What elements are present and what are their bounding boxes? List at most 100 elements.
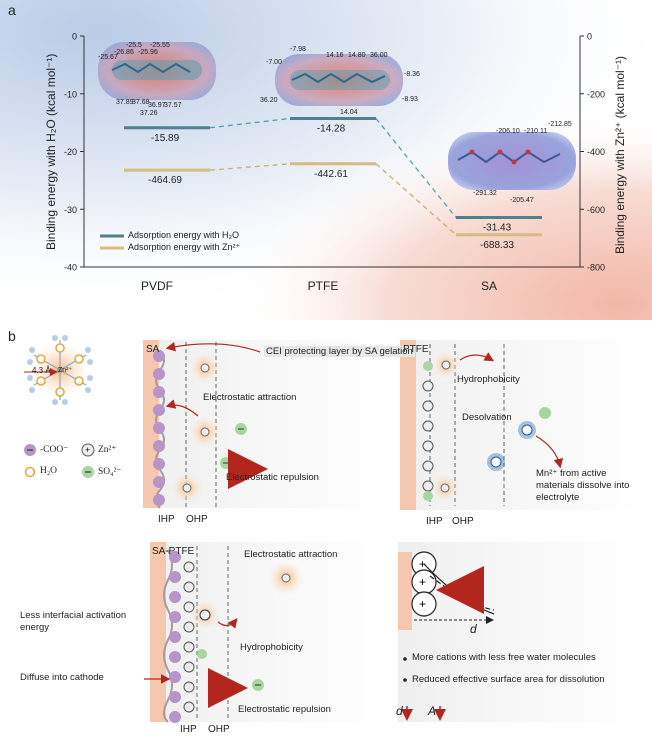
summary-a-symbol: A [428, 704, 437, 718]
ptfe-mn-note: Mn²⁺ from active materials dissolve into… [536, 468, 630, 503]
connector-h2o [209, 117, 291, 129]
zn-symbol [81, 443, 95, 457]
right-tick-label: 0 [587, 32, 592, 42]
right-tick-label: -800 [587, 263, 605, 273]
pvdf-label-9: 37.57 [164, 102, 182, 109]
summary-d-symbol: d [396, 704, 403, 718]
h2o-symbol [24, 466, 36, 478]
right-tick-label: -400 [587, 147, 605, 157]
zn-value-sa: -688.33 [480, 240, 514, 251]
summary-bullet-1: More cations with less free water molecu… [412, 652, 596, 663]
left-tick-label: 0 [72, 32, 77, 42]
left-axis-title: Binding energy with H₂O (kcal mol⁻¹) [44, 53, 58, 250]
panel-a: 0 -10 -20 -30 -40 0 -200 -400 -600 -800 -15.89 -1… [0, 0, 652, 320]
ptfe-label-4: 14.80 [348, 52, 366, 59]
sa-ptfe-repulsion: Electrostatic repulsion [238, 704, 331, 715]
left-tick-label: -30 [64, 205, 77, 215]
ptfe-label-6: -8.36 [404, 71, 420, 78]
pvdf-label-3: -25.67 [98, 54, 118, 61]
sa-title: SA [146, 344, 160, 355]
sa-label-5: -205.47 [510, 197, 534, 204]
svg-text:+: + [419, 557, 426, 571]
sa-attraction: Electrostatic attraction [203, 392, 297, 403]
sa-repulsion: Electrostatic repulsion [226, 472, 319, 483]
sa-ptfe-ihp: IHP [180, 724, 197, 735]
ptfe-label-5: 36.00 [370, 52, 388, 59]
right-axis-title: Binding energy with Zn²⁺ (kcal mol⁻¹) [613, 55, 627, 255]
ptfe-ohp: OHP [452, 516, 474, 527]
legend-coo: -COO⁻ [40, 445, 69, 455]
svg-text:+: + [419, 575, 426, 589]
legend-h2o-label: Adsorption energy with H₂O [128, 230, 240, 240]
pvdf-label-2: -25.55 [150, 42, 170, 49]
ptfe-molecule [275, 54, 403, 106]
sa-cei-note: CEI protecting layer by SA gelation [264, 346, 415, 357]
legend-distance: 4.3 Å [32, 366, 51, 375]
sa-ptfe-panel [144, 542, 386, 723]
energy-level-labels: -15.89 -14.28 -31.43 -464.69 -442.61 -688.33 [148, 123, 514, 250]
left-tick-label: -40 [64, 263, 77, 273]
left-tick-label: -20 [64, 147, 77, 157]
sa-label-3: -210.11 [524, 128, 548, 135]
sa-panel [143, 340, 383, 509]
interface-schematic: + [24, 335, 642, 723]
sa-ptfe-diffuse: Diffuse into cathode [20, 672, 104, 683]
svg-text:+: + [419, 597, 426, 611]
ptfe-ihp: IHP [426, 516, 443, 527]
zn-value-ptfe: -442.61 [314, 169, 348, 180]
ptfe-label-3: 14.16 [326, 52, 344, 59]
category-label-pvdf: PVDF [141, 279, 173, 293]
sa-label-1: -212.85 [548, 121, 572, 128]
ptfe-title: PTFE [403, 344, 429, 355]
panel-a-label: a [8, 2, 16, 18]
sa-ptfe-hydrophobicity: Hydrophobicity [240, 642, 303, 653]
right-axis-ticks: 0 -200 -400 -600 -800 [580, 32, 605, 273]
h2o-value-pvdf: -15.89 [151, 133, 180, 144]
h2o-value-ptfe: -14.28 [317, 123, 346, 134]
legend-symbols: + [24, 443, 95, 478]
legend-h2o: H₂O [40, 466, 58, 476]
summary-panel: + + + [398, 542, 640, 722]
sa-ihp: IHP [158, 514, 175, 525]
right-tick-label: -200 [587, 89, 605, 99]
sa-label-4: -291.32 [473, 190, 497, 197]
pvdf-label-4: -26.86 [114, 49, 134, 56]
ptfe-panel [400, 340, 642, 510]
left-tick-label: -10 [64, 89, 77, 99]
ptfe-label-8: 14.04 [340, 109, 358, 116]
pvdf-label-6: 37.89 [116, 99, 134, 106]
ptfe-label-7: 36.20 [260, 97, 278, 104]
sa-ptfe-attraction: Electrostatic attraction [244, 549, 338, 560]
sa-ohp: OHP [186, 514, 208, 525]
solvated-zn-legend [24, 335, 93, 405]
svg-text:+: + [85, 445, 90, 455]
legend-zn-center: Zn²⁺ [58, 367, 73, 374]
pvdf-label-8: 36.97 [148, 102, 166, 109]
connector-h2o [375, 118, 457, 218]
category-label-sa: SA [481, 279, 497, 293]
pvdf-label-1: -25.5 [126, 42, 142, 49]
panel-b-label: b [8, 328, 16, 344]
pvdf-label-10: 37.26 [140, 110, 158, 117]
pvdf-label-7: 37.68 [132, 99, 150, 106]
pvdf-molecule [98, 42, 216, 100]
sa-molecule [448, 132, 576, 190]
sa-ptfe-less-energy: Less interfacial activation energy [20, 610, 127, 633]
category-label-ptfe: PTFE [308, 279, 339, 293]
summary-bullet-2: Reduced effective surface area for disso… [412, 674, 605, 685]
legend-zn-label: Adsorption energy with Zn²⁺ [128, 242, 241, 252]
category-labels: PVDF PTFE SA [141, 279, 497, 293]
right-tick-label: -600 [587, 205, 605, 215]
legend-so4: SO₄²⁻ [98, 467, 122, 477]
binding-energy-chart: 0 -10 -20 -30 -40 0 -200 -400 -600 -800 -15.89 -1… [0, 0, 652, 320]
connector-zn [209, 163, 291, 171]
ptfe-label-9: -8.93 [402, 96, 418, 103]
ptfe-hydrophobicity: Hydrophobicity [457, 374, 520, 385]
ptfe-label-2: -7.00 [266, 59, 282, 66]
sa-ptfe-ohp: OHP [208, 724, 230, 735]
summary-d-label: d [470, 622, 477, 636]
panel-b: + [0, 320, 652, 738]
sa-label-2: -206.10 [496, 128, 520, 135]
zn-value-pvdf: -464.69 [148, 175, 182, 186]
energy-levels [124, 116, 542, 237]
